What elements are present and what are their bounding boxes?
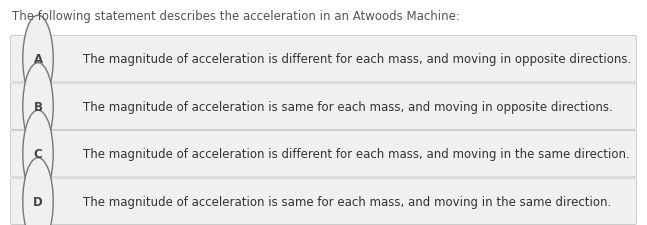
Text: The magnitude of acceleration is different for each mass, and moving in opposite: The magnitude of acceleration is differe…	[83, 53, 631, 66]
Text: A: A	[34, 53, 43, 66]
Ellipse shape	[23, 158, 53, 225]
FancyBboxPatch shape	[10, 36, 637, 83]
Text: C: C	[34, 148, 42, 160]
FancyBboxPatch shape	[10, 131, 637, 177]
FancyBboxPatch shape	[10, 84, 637, 130]
Ellipse shape	[23, 111, 53, 198]
FancyBboxPatch shape	[10, 178, 637, 225]
Text: D: D	[33, 195, 43, 208]
Text: The magnitude of acceleration is same for each mass, and moving in the same dire: The magnitude of acceleration is same fo…	[83, 195, 611, 208]
Ellipse shape	[23, 16, 53, 103]
Text: B: B	[34, 100, 43, 113]
Text: The magnitude of acceleration is different for each mass, and moving in the same: The magnitude of acceleration is differe…	[83, 148, 630, 160]
Text: The following statement describes the acceleration in an Atwoods Machine:: The following statement describes the ac…	[12, 10, 460, 23]
Text: The magnitude of acceleration is same for each mass, and moving in opposite dire: The magnitude of acceleration is same fo…	[83, 100, 613, 113]
Ellipse shape	[23, 63, 53, 150]
